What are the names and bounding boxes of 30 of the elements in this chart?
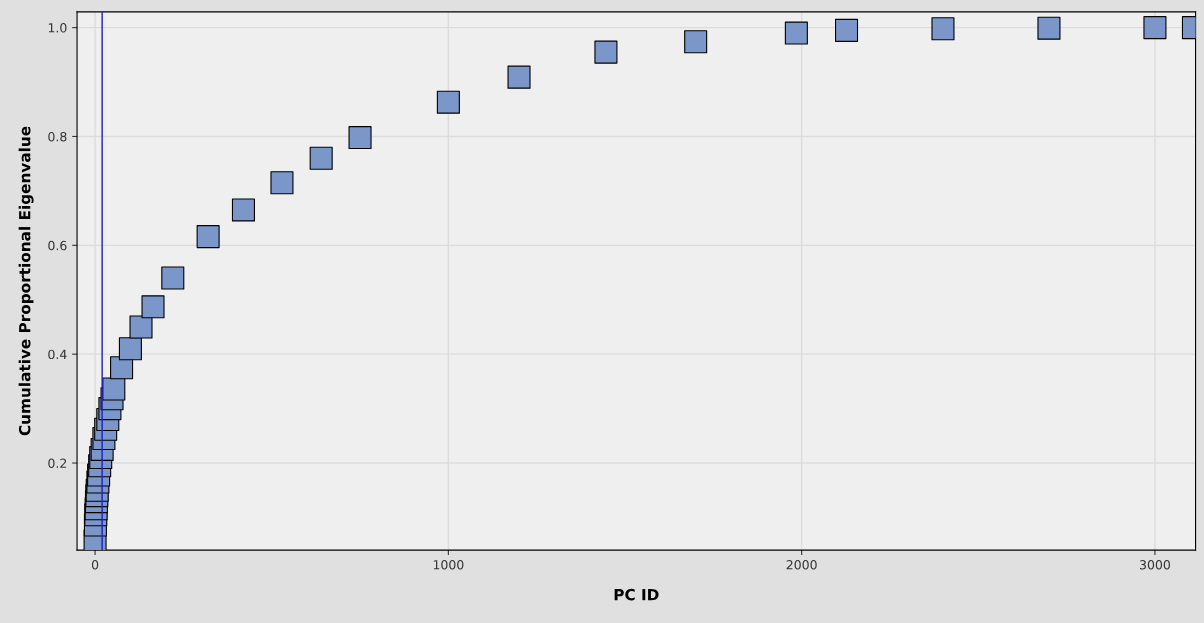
y-tick-label: 0.2: [48, 458, 67, 468]
point: [270, 171, 294, 195]
point: [784, 21, 808, 45]
point: [594, 40, 618, 64]
point: [834, 18, 859, 42]
point: [309, 146, 333, 170]
point: [436, 90, 460, 114]
point: [348, 126, 372, 150]
point: [231, 198, 255, 222]
y-tick-label: 1.0: [48, 23, 67, 33]
x-tick-label: 3000: [1139, 560, 1171, 570]
x-tick-label: 2000: [786, 560, 817, 570]
point: [507, 65, 531, 89]
point: [102, 377, 126, 401]
x-axis-title: PC ID: [614, 588, 659, 601]
point: [118, 337, 142, 361]
point: [684, 30, 708, 54]
x-tick-label: 0: [91, 560, 99, 570]
point: [1143, 16, 1167, 40]
point: [161, 266, 185, 290]
point: [931, 17, 955, 41]
y-axis-title: Cumulative Proportional Eigenvalue: [18, 126, 34, 436]
y-tick-label: 0.4: [48, 349, 67, 360]
x-tick-label: 1000: [433, 560, 464, 570]
point: [141, 295, 165, 319]
y-tick-label: 0.8: [48, 131, 67, 142]
point: [196, 225, 220, 249]
point: [1037, 16, 1061, 40]
y-tick-label: 0.6: [48, 240, 67, 251]
point: [129, 315, 153, 339]
